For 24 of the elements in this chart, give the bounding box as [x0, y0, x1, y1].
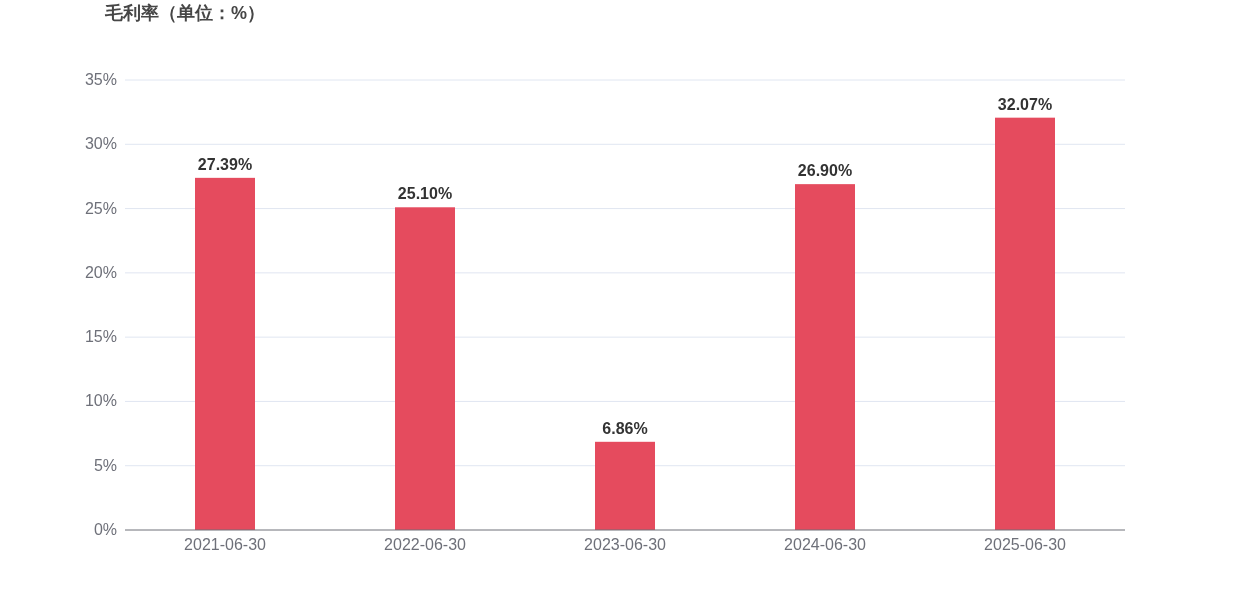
- chart-title: 毛利率（单位：%）: [104, 3, 266, 23]
- bar: [995, 117, 1055, 530]
- y-tick-label: 5%: [93, 456, 117, 474]
- bar: [195, 177, 255, 530]
- data-label: 32.07%: [997, 95, 1053, 113]
- y-tick-label: 30%: [84, 135, 117, 153]
- x-tick-label: 2024-06-30: [784, 536, 867, 553]
- y-tick-label: 20%: [84, 263, 117, 281]
- data-label: 27.39%: [197, 155, 253, 173]
- bar: [795, 184, 855, 530]
- data-label: 25.10%: [397, 185, 453, 203]
- y-tick-label: 35%: [84, 71, 117, 88]
- data-label: 6.86%: [602, 419, 648, 437]
- y-tick-label: 15%: [84, 328, 117, 346]
- bar: [395, 207, 455, 530]
- y-tick-label: 25%: [84, 199, 117, 217]
- y-tick-label: 0%: [93, 521, 117, 538]
- x-tick-label: 2021-06-30: [184, 536, 267, 553]
- x-tick-label: 2025-06-30: [984, 536, 1067, 553]
- x-tick-label: 2023-06-30: [584, 536, 667, 553]
- x-tick-label: 2022-06-30: [384, 536, 467, 553]
- bar: [595, 441, 655, 530]
- y-tick-label: 10%: [84, 392, 117, 410]
- data-label: 26.90%: [797, 162, 853, 180]
